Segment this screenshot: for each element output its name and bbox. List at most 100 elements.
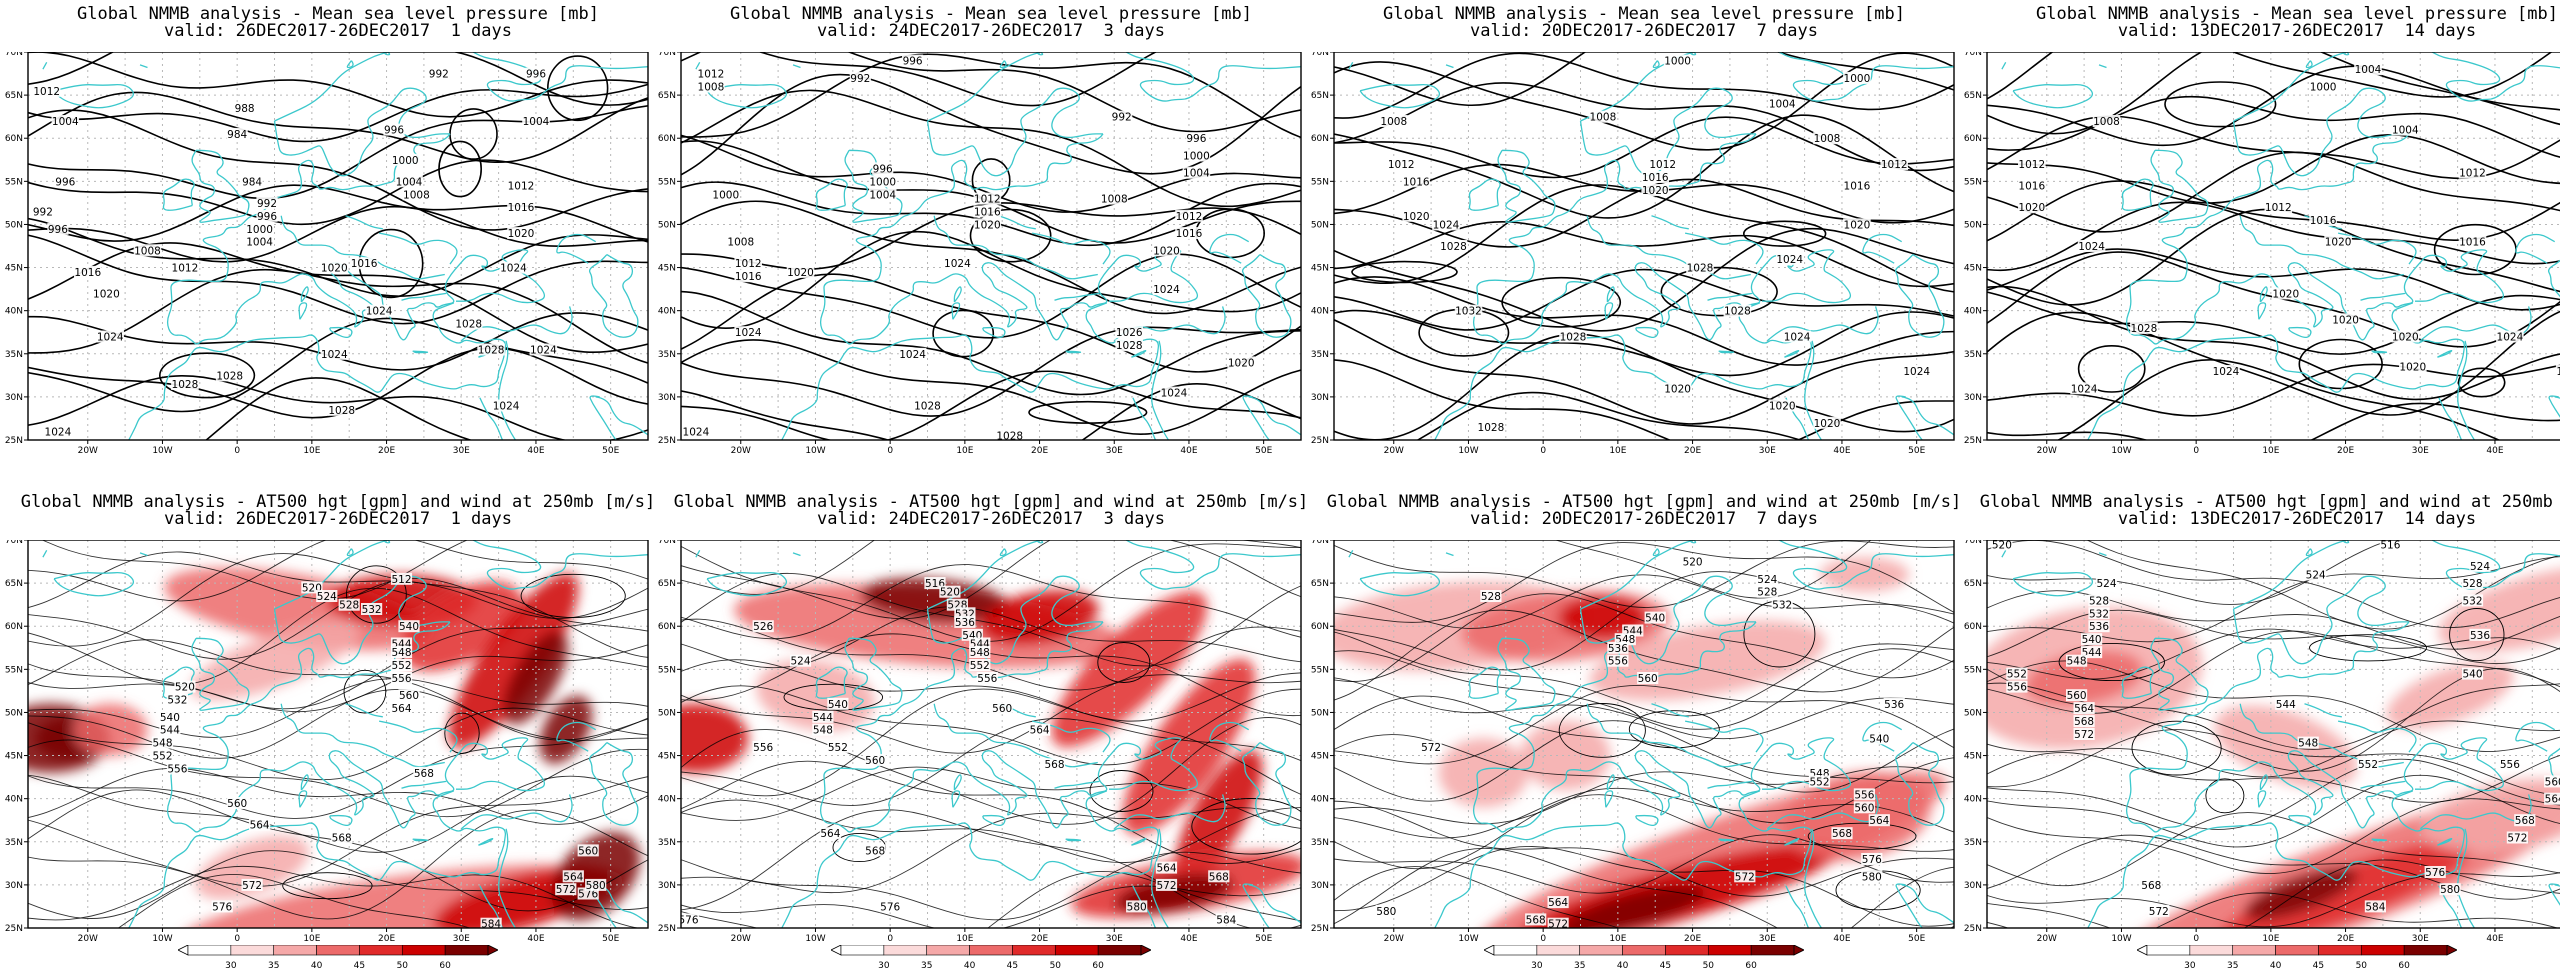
contour-label: 520: [175, 682, 195, 694]
contour-label: 996: [48, 224, 68, 236]
colorbar-tick-label: 40: [1617, 961, 1629, 971]
contour-label: 1024: [45, 426, 72, 438]
wind-maximum: [551, 831, 641, 921]
contour-label: 552: [2007, 669, 2027, 681]
map-frame: [680, 52, 1302, 441]
map-frame: [1333, 540, 1955, 929]
panel-valid-period: valid: 24DEC2017-26DEC2017 3 days: [817, 21, 1165, 41]
contour-label: 552: [1809, 776, 1829, 788]
contour-label: 1016: [1642, 172, 1669, 184]
lon-tick-label: 10W: [2111, 446, 2131, 456]
contour-label: 568: [1044, 759, 1064, 771]
lon-tick-label: 30E: [453, 934, 470, 944]
contour-label: 544: [160, 725, 180, 737]
contour-label: 1008: [1590, 112, 1617, 124]
lat-tick-label: 40N: [5, 307, 23, 317]
isolines: [1334, 540, 1954, 928]
wind-maximum: [1560, 885, 1706, 928]
lat-tick-label: 70N: [5, 540, 23, 546]
contour-label: 1028: [478, 345, 505, 357]
lat-tick-label: 45N: [658, 264, 676, 274]
contour-label: 528: [2089, 595, 2109, 607]
contour-label: 532: [2462, 595, 2482, 607]
contour-label: 1012: [33, 86, 60, 98]
contour-label: 556: [1854, 789, 1874, 801]
lat-tick-label: 25N: [658, 924, 676, 934]
lon-tick-label: 0: [2193, 934, 2199, 944]
lat-tick-label: 40N: [1311, 795, 1329, 805]
contour-label: 1008: [727, 237, 754, 249]
contour-label: 1028: [914, 401, 941, 413]
contour-label: 524: [317, 591, 337, 603]
lat-tick-label: 55N: [1964, 665, 1982, 675]
contour-label: 1020: [1153, 245, 1180, 257]
contour-label: 1024: [2497, 332, 2524, 344]
contour-label: 1024: [1161, 388, 1188, 400]
contour-label: 580: [2440, 884, 2460, 896]
map-panel-mslp-14d: 1000 1004 1004 1008 1012 1016 1012 1012 1016 1020…: [1964, 52, 2560, 456]
contour-label: 1000: [2310, 82, 2337, 94]
contour-label: 1024: [2556, 366, 2560, 378]
lat-tick-label: 70N: [1311, 52, 1329, 58]
contour-label: 996: [257, 211, 277, 223]
map-frame: [27, 52, 649, 441]
lon-tick-label: 50E: [1908, 934, 1925, 944]
contour-label: 1016: [74, 267, 101, 279]
contour-label: 576: [880, 901, 900, 913]
panel-title: Global NMMB analysis - AT500 hgt [gpm] a…: [20, 492, 656, 512]
lat-tick-label: 70N: [658, 540, 676, 546]
contour-label: 1024: [366, 306, 393, 318]
contour-label: 1028: [328, 405, 355, 417]
contour-label: 1028: [1478, 422, 1505, 434]
lon-tick-label: 0: [2193, 446, 2199, 456]
coastlines: [42, 52, 648, 440]
lon-tick-label: 10W: [2111, 934, 2131, 944]
colorbar-tick-label: 40: [2270, 961, 2282, 971]
contour-label: 1020: [1228, 357, 1255, 369]
isolines: [28, 540, 648, 928]
contour-label: 526: [753, 621, 773, 633]
contour-label: 1020: [508, 228, 535, 240]
colorbar-tick-label: 30: [878, 961, 890, 971]
contour-label: 1012: [2265, 202, 2292, 214]
wind-maximum: [1175, 749, 1263, 882]
lat-tick-label: 45N: [5, 264, 23, 274]
colorbar-tick-label: 45: [354, 961, 365, 971]
contour-label: 1020: [2325, 237, 2352, 249]
contour-label: 1024: [1903, 366, 1930, 378]
lon-tick-label: 20E: [1684, 934, 1701, 944]
contour-label: 1028: [172, 379, 199, 391]
lon-tick-label: 30E: [1106, 446, 1123, 456]
lon-tick-label: 10W: [805, 934, 825, 944]
contour-label: 564: [1548, 897, 1568, 909]
panel-valid-period: valid: 20DEC2017-26DEC2017 7 days: [1470, 509, 1818, 529]
contour-label: 584: [2365, 901, 2385, 913]
lat-tick-label: 30N: [5, 881, 23, 891]
lat-tick-label: 70N: [1964, 540, 1982, 546]
contour-labels: 520 5165245285325365405445485525565605645…: [1991, 540, 2560, 918]
contour-label: 1012: [1881, 159, 1908, 171]
wind-colorbar: 30 35 40 45 50 60: [1484, 945, 1804, 971]
colorbar-tick-label: 40: [311, 961, 323, 971]
contour-label: 552: [970, 660, 990, 672]
contour-label: 540: [2462, 669, 2482, 681]
contour-label: 556: [391, 673, 411, 685]
contour-label: 1028: [216, 370, 243, 382]
lon-tick-label: 10W: [152, 934, 172, 944]
axis-labels: 20W10W010E20E30E40E50E70N65N60N55N50N45N…: [1964, 52, 2504, 456]
contour-label: 1012: [2459, 168, 2486, 180]
contour-label: 564: [1869, 815, 1889, 827]
colorbar-tick-label: 60: [1745, 961, 1757, 971]
lat-tick-label: 70N: [5, 52, 23, 58]
contour-label: 540: [399, 621, 419, 633]
contour-label: 568: [1209, 871, 1229, 883]
contour-label: 540: [2082, 634, 2102, 646]
contour-label: 1004: [523, 116, 550, 128]
lat-tick-label: 60N: [1964, 134, 1982, 144]
lat-tick-label: 65N: [5, 91, 23, 101]
